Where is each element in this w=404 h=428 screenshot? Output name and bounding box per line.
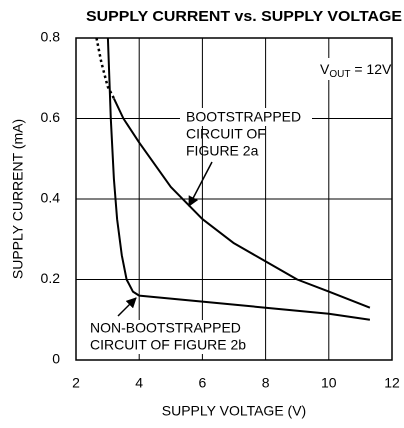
y-tick-label: 0.8 (41, 29, 61, 45)
x-tick-label: 2 (72, 375, 80, 391)
label-bg (316, 58, 386, 80)
annotation: VOUT = 12V (320, 61, 392, 80)
x-tick-label: 6 (199, 375, 207, 391)
annotation: CIRCUIT OF FIGURE 2b (90, 337, 246, 353)
x-axis-label: SUPPLY VOLTAGE (V) (162, 403, 306, 419)
x-tick-label: 12 (384, 375, 400, 391)
x-tick-label: 10 (321, 375, 337, 391)
annotation-part: OUT (329, 69, 350, 80)
annotation: NON-BOOTSTRAPPED (90, 320, 241, 336)
annotation-part: = 12V (350, 61, 392, 77)
y-axis-label: SUPPLY CURRENT (mA) (10, 119, 26, 279)
arrow (188, 161, 213, 207)
chart-title: SUPPLY CURRENT vs. SUPPLY VOLTAGE (86, 8, 402, 25)
data-line (95, 37, 116, 99)
arrow (117, 297, 137, 317)
y-tick-label: 0.6 (41, 109, 61, 125)
annotation: BOOTSTRAPPED (186, 109, 301, 125)
x-tick-label: 4 (135, 375, 143, 391)
y-tick-label: 0.4 (41, 190, 61, 206)
x-tick-label: 8 (262, 375, 270, 391)
data-line (112, 97, 371, 309)
y-tick-label: 0.2 (41, 270, 61, 286)
label-bg (180, 108, 312, 126)
y-tick-label: 0 (52, 351, 60, 367)
label-bg (88, 320, 258, 354)
annotation-part: V (320, 61, 330, 77)
plot-frame (75, 37, 393, 361)
annotation: CIRCUIT OF (186, 126, 266, 142)
data-line (106, 37, 371, 321)
annotation: FIGURE 2a (186, 143, 259, 159)
